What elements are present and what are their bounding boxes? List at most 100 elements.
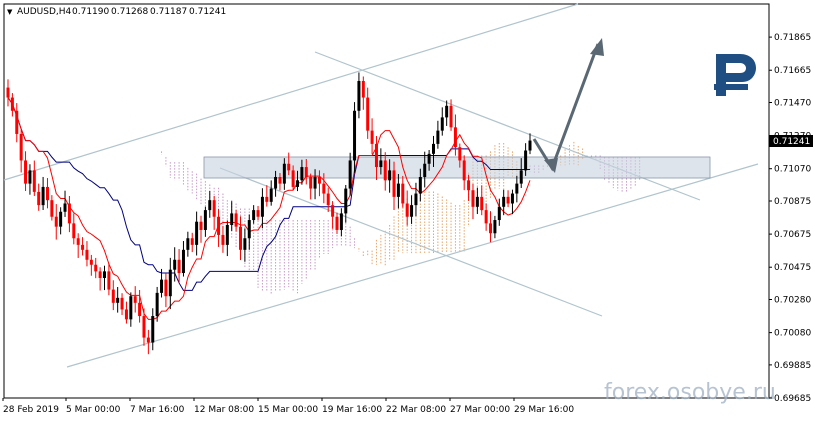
candle [151, 308, 155, 351]
close-value: 0.71241 [189, 7, 226, 17]
candle [353, 102, 357, 173]
candle [129, 292, 133, 327]
candle [374, 136, 378, 180]
candle [124, 301, 128, 324]
candle [181, 241, 185, 277]
candle [203, 206, 207, 237]
chart-header: ▼ AUDUSD,H4 0.71190 0.71268 0.71187 0.71… [7, 7, 226, 17]
x-tick-label: 5 Mar 00:00 [66, 405, 121, 415]
channel-upper-line [3, 3, 579, 181]
candle [335, 212, 339, 234]
candle [45, 178, 49, 209]
candle [497, 198, 501, 226]
candle [212, 195, 216, 230]
candle [396, 173, 400, 209]
candle [449, 99, 453, 131]
candle [269, 180, 273, 206]
x-axis: 28 Feb 2019 5 Mar 00:00 7 Mar 16:00 12 Mar … [2, 398, 574, 415]
x-tick-label: 22 Mar 08:00 [386, 405, 446, 415]
x-tick-label: 19 Mar 16:00 [322, 405, 382, 415]
y-tick-label: 0.71665 [774, 66, 811, 76]
candle [467, 174, 471, 201]
kijun-line [7, 97, 530, 291]
tenkan-polyline [7, 97, 531, 320]
candle [146, 329, 150, 355]
candle [260, 188, 264, 229]
candle [221, 225, 225, 253]
current-price-label: 0.71241 [773, 137, 810, 147]
candle [89, 254, 93, 276]
candle [313, 169, 317, 200]
candle [379, 148, 383, 175]
candle [85, 241, 89, 267]
candle [50, 195, 54, 221]
candle [528, 133, 532, 155]
candle [278, 173, 282, 191]
y-tick-label: 0.71470 [774, 99, 811, 109]
candle [519, 158, 523, 188]
candle [6, 79, 10, 107]
broker-logo-icon [712, 50, 756, 96]
candle [304, 159, 308, 185]
candle [256, 205, 260, 221]
symbol-label: AUDUSD,H4 [17, 7, 72, 17]
candle [326, 187, 330, 213]
candle [230, 201, 234, 231]
candle [484, 203, 488, 231]
candle [287, 152, 291, 176]
candle [238, 216, 242, 261]
menu-glyph[interactable]: ▼ [7, 8, 13, 16]
candle [217, 208, 221, 247]
candle [410, 195, 414, 224]
candle [317, 170, 321, 197]
candle [510, 189, 514, 215]
candle [164, 273, 168, 308]
candle [243, 228, 247, 262]
candle [296, 170, 300, 192]
candle [67, 196, 71, 233]
candle [458, 143, 462, 168]
candle [190, 232, 194, 253]
candle [414, 182, 418, 217]
y-axis: 0.718650.716650.714700.712700.710700.708… [769, 33, 811, 404]
candle [37, 183, 41, 211]
candle [195, 211, 199, 256]
y-tick-label: 0.70875 [774, 197, 811, 207]
candle [199, 215, 203, 243]
candle [431, 135, 435, 167]
candle [10, 93, 14, 117]
channel-lower-line [66, 163, 759, 368]
low-value: 0.71187 [150, 7, 187, 17]
candle [282, 158, 286, 190]
candle [357, 72, 361, 119]
candle [524, 143, 528, 176]
candle [344, 184, 348, 223]
x-tick-label: 27 Mar 00:00 [450, 405, 510, 415]
candle [111, 280, 115, 311]
candle [234, 209, 238, 232]
candle [54, 204, 58, 240]
candle [475, 187, 479, 215]
support-zone [203, 156, 711, 179]
candle [72, 213, 76, 245]
candle [120, 293, 124, 315]
candle [155, 286, 159, 322]
candle [322, 173, 326, 204]
y-tick-label: 0.69885 [774, 361, 811, 371]
candle [418, 168, 422, 202]
candle [177, 249, 181, 283]
candle [116, 286, 120, 313]
x-tick-label: 15 Mar 00:00 [258, 405, 318, 415]
candle [247, 214, 251, 250]
candle [515, 175, 519, 203]
candles [6, 72, 532, 355]
x-tick-label: 29 Mar 16:00 [514, 405, 574, 415]
current-price-marker: 0.71241 [769, 135, 813, 147]
candle [142, 308, 146, 346]
candle [388, 159, 392, 193]
candle [423, 151, 427, 188]
candle [489, 211, 493, 243]
candle [107, 263, 111, 296]
candle [339, 208, 343, 237]
